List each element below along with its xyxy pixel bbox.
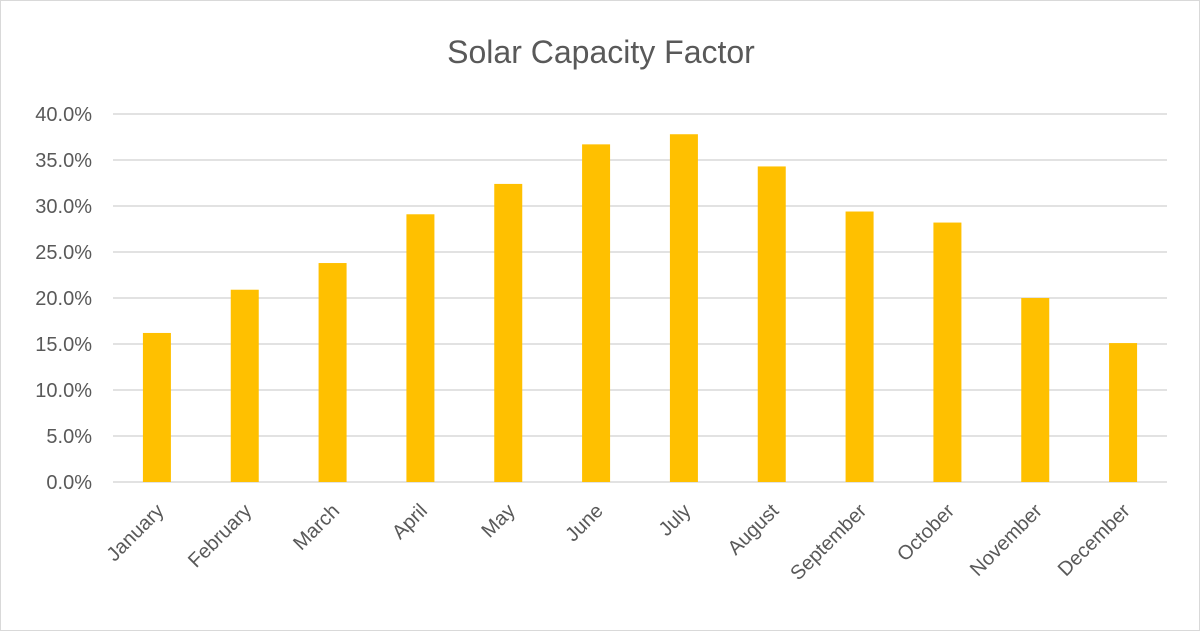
x-category-label: March — [289, 500, 344, 555]
x-category-label: December — [1054, 500, 1135, 581]
bar-december[interactable] — [1109, 343, 1138, 482]
x-category-label: May — [478, 500, 520, 542]
bar-september[interactable] — [845, 211, 874, 482]
chart-title: Solar Capacity Factor — [447, 34, 755, 70]
x-category-label: September — [786, 500, 871, 585]
y-tick-label: 35.0% — [35, 150, 92, 172]
x-category-label: April — [388, 500, 432, 544]
y-tick-label: 30.0% — [35, 196, 92, 218]
bar-february[interactable] — [230, 289, 259, 482]
x-category-label: June — [561, 500, 607, 546]
x-category-label: January — [103, 500, 169, 566]
x-category-label: August — [724, 500, 784, 560]
bar-october[interactable] — [933, 222, 962, 482]
x-category-label: October — [893, 500, 959, 566]
y-tick-label: 10.0% — [35, 380, 92, 402]
bar-june[interactable] — [582, 144, 611, 483]
bar-april[interactable] — [406, 214, 435, 482]
bar-may[interactable] — [494, 183, 523, 483]
bar-march[interactable] — [318, 263, 347, 482]
y-tick-label: 40.0% — [35, 104, 92, 126]
bars — [142, 134, 1138, 483]
y-tick-label: 20.0% — [35, 288, 92, 310]
y-tick-label: 0.0% — [46, 472, 92, 494]
x-category-label: November — [966, 500, 1047, 581]
y-axis-tick-labels: 0.0% 5.0% 10.0% 15.0% 20.0% 25.0% 30.0% 35.0% 40… — [35, 104, 92, 494]
bar-november[interactable] — [1021, 298, 1050, 482]
x-axis-category-labels: January February March April May June July Augu… — [103, 500, 1135, 585]
gridlines — [113, 113, 1167, 483]
y-tick-label: 25.0% — [35, 242, 92, 264]
x-category-label: July — [655, 500, 696, 541]
y-tick-label: 5.0% — [46, 426, 92, 448]
bar-january[interactable] — [142, 332, 171, 482]
x-category-label: February — [184, 500, 256, 572]
bar-july[interactable] — [669, 134, 698, 483]
bar-august[interactable] — [757, 166, 786, 482]
y-tick-label: 15.0% — [35, 334, 92, 356]
